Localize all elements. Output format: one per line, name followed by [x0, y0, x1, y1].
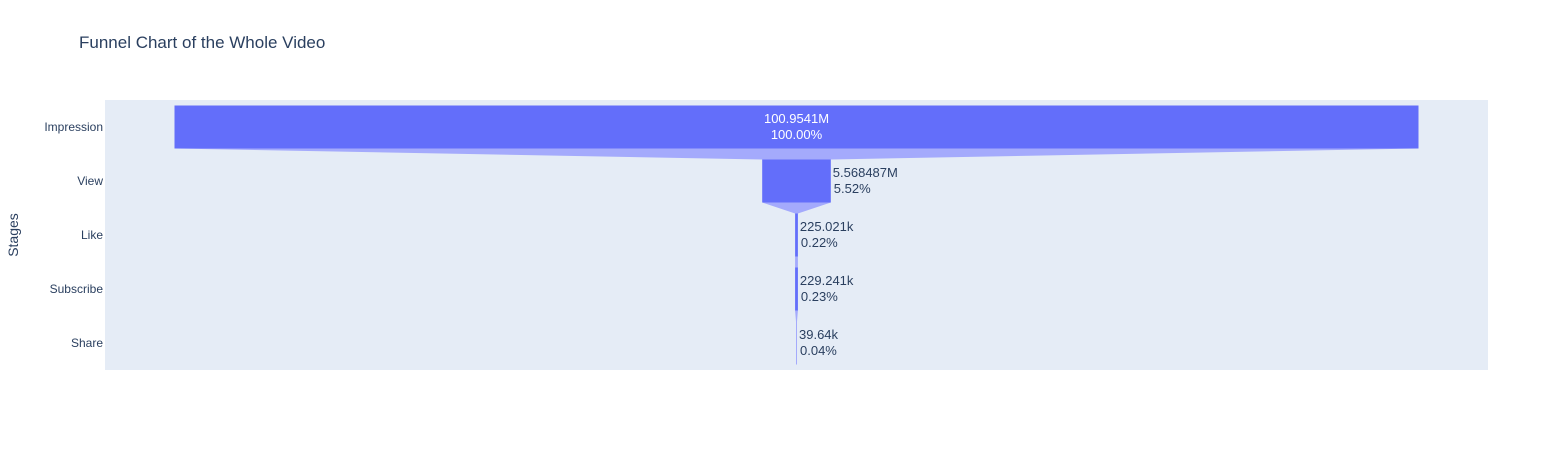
funnel-bar [762, 159, 831, 203]
funnel-value-label: 5.568487M [833, 165, 898, 180]
funnel-bar [795, 213, 798, 257]
funnel-connector [795, 256, 798, 268]
funnel-value-label: 39.64k [799, 327, 839, 342]
funnel-value-label: 225.021k [800, 219, 854, 234]
y-tick-label: Subscribe [50, 282, 104, 296]
funnel-bar [174, 105, 1419, 149]
funnel-connector [795, 310, 798, 322]
chart-title: Funnel Chart of the Whole Video [79, 33, 326, 52]
funnel-percent-label: 100.00% [771, 127, 823, 142]
y-tick-label: View [77, 174, 103, 188]
y-axis-title: Stages [5, 213, 21, 257]
funnel-bar [795, 267, 798, 311]
funnel-connector [762, 202, 831, 214]
y-tick-label: Like [81, 228, 103, 242]
funnel-percent-label: 0.22% [801, 235, 838, 250]
funnel-value-label: 229.241k [800, 273, 854, 288]
y-axis-ticks: Impression View Like Subscribe Share [44, 120, 103, 350]
y-tick-label: Share [71, 336, 103, 350]
funnel-connector [174, 148, 1419, 160]
funnel-value-label: 100.9541M [764, 111, 829, 126]
funnel-connectors [174, 148, 1419, 322]
funnel-percent-label: 0.04% [800, 343, 837, 358]
funnel-bars [174, 105, 1419, 365]
y-tick-label: Impression [44, 120, 103, 134]
funnel-labels: 100.9541M100.00%5.568487M5.52%225.021k0.… [764, 111, 898, 358]
funnel-percent-label: 0.23% [801, 289, 838, 304]
funnel-bar [796, 321, 797, 365]
funnel-percent-label: 5.52% [834, 181, 871, 196]
